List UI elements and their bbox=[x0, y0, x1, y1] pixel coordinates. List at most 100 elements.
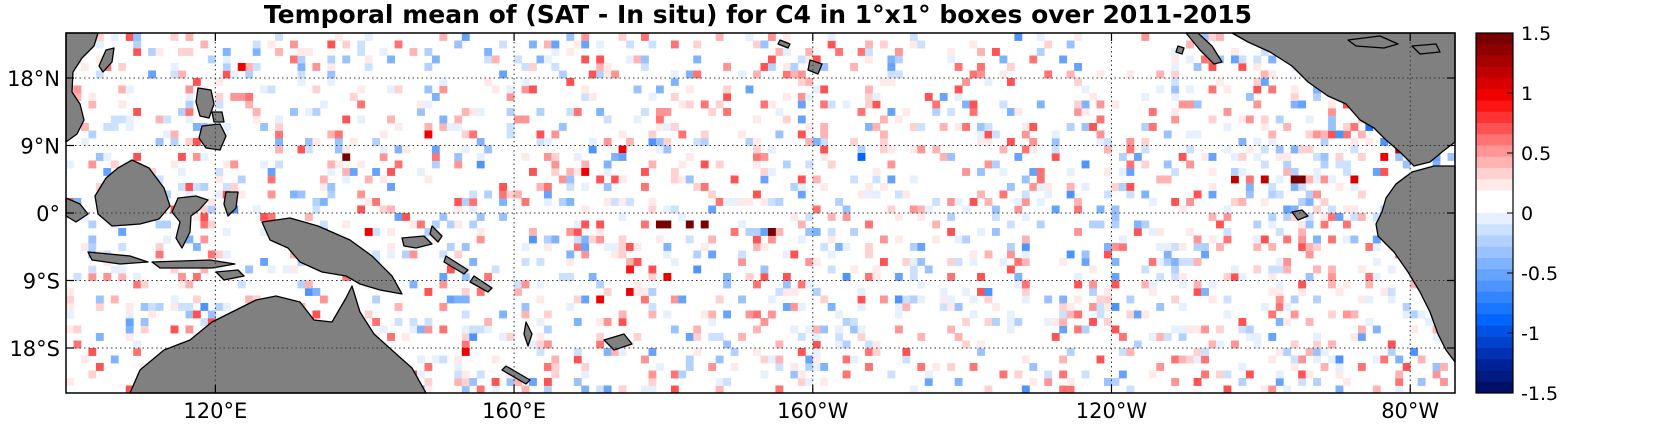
heatmap-cell bbox=[304, 288, 313, 296]
heatmap-cell bbox=[708, 235, 717, 244]
heatmap-cell bbox=[424, 228, 433, 236]
heatmap-cell bbox=[835, 48, 844, 56]
colorbar-segment bbox=[1476, 246, 1513, 259]
heatmap-cell bbox=[1283, 123, 1292, 131]
heatmap-cell bbox=[521, 85, 530, 94]
heatmap-cell bbox=[775, 363, 784, 371]
heatmap-cell bbox=[984, 130, 993, 139]
heatmap-cell bbox=[543, 183, 552, 191]
heatmap-cell bbox=[812, 258, 821, 266]
heatmap-cell bbox=[1253, 63, 1262, 71]
heatmap-cell bbox=[767, 355, 776, 364]
heatmap-cell bbox=[200, 183, 209, 191]
heatmap-cell bbox=[125, 318, 134, 326]
heatmap-cell bbox=[1223, 108, 1232, 116]
heatmap-cell bbox=[1268, 190, 1277, 199]
heatmap-cell bbox=[1253, 153, 1262, 161]
heatmap-cell bbox=[1021, 198, 1030, 206]
heatmap-cell bbox=[349, 138, 358, 146]
heatmap-cell bbox=[1365, 123, 1374, 131]
heatmap-cell bbox=[872, 273, 881, 281]
heatmap-cell bbox=[215, 168, 224, 176]
heatmap-cell bbox=[648, 370, 657, 379]
heatmap-cell bbox=[140, 303, 149, 311]
heatmap-cell bbox=[1305, 198, 1314, 206]
heatmap-cell bbox=[387, 168, 395, 176]
heatmap-cell bbox=[1066, 348, 1075, 356]
heatmap-cell bbox=[148, 70, 157, 79]
heatmap-cell bbox=[670, 168, 679, 176]
heatmap-cell bbox=[745, 33, 754, 41]
heatmap-cell bbox=[1320, 130, 1329, 139]
heatmap-cell bbox=[439, 123, 448, 131]
heatmap-cell bbox=[1089, 318, 1097, 326]
heatmap-cell bbox=[857, 145, 866, 154]
heatmap-cell bbox=[476, 108, 485, 116]
heatmap-cell bbox=[1253, 78, 1262, 86]
heatmap-cell bbox=[327, 168, 336, 176]
heatmap-cell bbox=[431, 93, 440, 101]
heatmap-cell bbox=[379, 153, 388, 161]
heatmap-cell bbox=[611, 198, 620, 206]
heatmap-cell bbox=[954, 93, 963, 101]
heatmap-cell bbox=[827, 33, 836, 41]
heatmap-cell bbox=[1021, 130, 1030, 139]
heatmap-cell bbox=[260, 228, 269, 236]
heatmap-cell bbox=[820, 153, 829, 161]
heatmap-cell bbox=[1253, 85, 1262, 94]
heatmap-cell bbox=[962, 205, 970, 214]
heatmap-cell bbox=[820, 183, 829, 191]
heatmap-cell bbox=[641, 63, 649, 71]
heatmap-cell bbox=[461, 385, 470, 394]
heatmap-cell bbox=[633, 243, 642, 251]
heatmap-cell bbox=[820, 123, 829, 131]
heatmap-cell bbox=[1178, 153, 1187, 161]
heatmap-cell bbox=[185, 48, 194, 56]
heatmap-cell bbox=[491, 265, 500, 274]
heatmap-cell bbox=[790, 288, 799, 296]
heatmap-cell bbox=[446, 243, 455, 251]
heatmap-cell bbox=[1238, 153, 1247, 161]
heatmap-cell bbox=[1111, 243, 1120, 251]
heatmap-cell bbox=[626, 55, 634, 64]
heatmap-cell bbox=[178, 108, 186, 116]
heatmap-cell bbox=[812, 325, 821, 334]
heatmap-cell bbox=[1074, 205, 1083, 214]
heatmap-cell bbox=[760, 100, 769, 109]
heatmap-cell bbox=[581, 205, 590, 214]
heatmap-cell bbox=[416, 370, 425, 379]
heatmap-cell bbox=[723, 85, 732, 94]
heatmap-cell bbox=[454, 160, 463, 169]
heatmap-cell bbox=[1111, 213, 1120, 221]
heatmap-cell bbox=[1350, 183, 1359, 191]
heatmap-cell bbox=[618, 153, 627, 161]
heatmap-cell bbox=[387, 183, 395, 191]
heatmap-cell bbox=[275, 115, 283, 124]
heatmap-cell bbox=[491, 85, 500, 94]
heatmap-cell bbox=[133, 348, 142, 356]
heatmap-cell bbox=[827, 228, 836, 236]
heatmap-cell bbox=[1283, 235, 1292, 244]
heatmap-cell bbox=[1059, 325, 1068, 334]
heatmap-cell bbox=[424, 318, 433, 326]
heatmap-cell bbox=[827, 40, 836, 49]
heatmap-cell bbox=[461, 198, 470, 206]
heatmap-cell bbox=[1328, 340, 1336, 349]
heatmap-cell bbox=[596, 295, 605, 304]
heatmap-cell bbox=[1021, 288, 1030, 296]
heatmap-cell bbox=[1223, 213, 1232, 221]
heatmap-cell bbox=[685, 70, 694, 79]
heatmap-cell bbox=[461, 310, 470, 319]
heatmap-cell bbox=[962, 78, 970, 86]
x-tick-label: 80°W bbox=[1381, 399, 1439, 423]
heatmap-cell bbox=[700, 220, 709, 229]
heatmap-cell bbox=[700, 160, 709, 169]
heatmap-cell bbox=[1253, 100, 1262, 109]
heatmap-cell bbox=[1372, 168, 1381, 176]
heatmap-cell bbox=[663, 145, 672, 154]
heatmap-cell bbox=[454, 363, 463, 371]
heatmap-cell bbox=[820, 138, 829, 146]
heatmap-cell bbox=[633, 333, 642, 341]
land-new-guinea bbox=[261, 217, 403, 295]
heatmap-cell bbox=[715, 378, 724, 386]
